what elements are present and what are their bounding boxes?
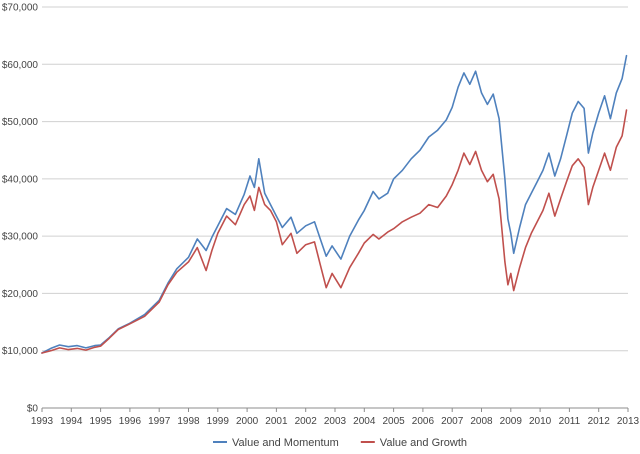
x-tick-label: 2000 — [236, 416, 259, 427]
legend-label: Value and Momentum — [232, 437, 339, 449]
x-tick-label: 1993 — [31, 416, 54, 427]
x-tick-label: 2002 — [295, 416, 318, 427]
legend-item: Value and Growth — [360, 437, 467, 449]
legend: Value and Momentum Value and Growth — [213, 437, 467, 449]
x-tick-label: 1997 — [148, 416, 171, 427]
x-tick-label: 2001 — [265, 416, 288, 427]
x-tick-label: 2006 — [412, 416, 435, 427]
x-tick-label: 1996 — [119, 416, 142, 427]
legend-label: Value and Growth — [380, 437, 467, 449]
x-tick-label: 2005 — [382, 416, 405, 427]
legend-item: Value and Momentum — [213, 437, 339, 449]
x-tick-label: 2003 — [324, 416, 347, 427]
x-tick-label: 2008 — [470, 416, 493, 427]
x-tick-label: 2012 — [588, 416, 611, 427]
y-tick-label: $40,000 — [2, 174, 39, 185]
series-layer — [41, 54, 628, 354]
y-tick-label: $20,000 — [2, 289, 39, 300]
y-tick-label: $60,000 — [2, 60, 39, 71]
x-tick-label: 2011 — [559, 416, 581, 427]
y-tick-label: $0 — [27, 404, 39, 415]
y-tick-label: $10,000 — [2, 346, 39, 357]
x-tick-label: 1994 — [60, 416, 83, 427]
y-tick-label: $30,000 — [2, 232, 39, 243]
gridlines — [42, 6, 628, 352]
x-tick-label: 1999 — [207, 416, 230, 427]
y-tick-label: $50,000 — [2, 117, 39, 128]
y-tick-label: $70,000 — [2, 3, 39, 14]
x-tick-label: 2007 — [441, 416, 464, 427]
x-tick-label: 2009 — [500, 416, 523, 427]
axes: $0 $10,000 $20,000 $30,000 $40,000 $50,000 $60… — [2, 3, 640, 428]
x-tick-label: 2004 — [353, 416, 376, 427]
series-line-value-growth — [41, 109, 628, 354]
x-tick-label: 1998 — [177, 416, 200, 427]
x-tick-label: 2013 — [617, 416, 640, 427]
x-tick-label: 2010 — [529, 416, 552, 427]
x-tick-label: 1995 — [89, 416, 112, 427]
series-line-value-momentum — [41, 54, 628, 354]
